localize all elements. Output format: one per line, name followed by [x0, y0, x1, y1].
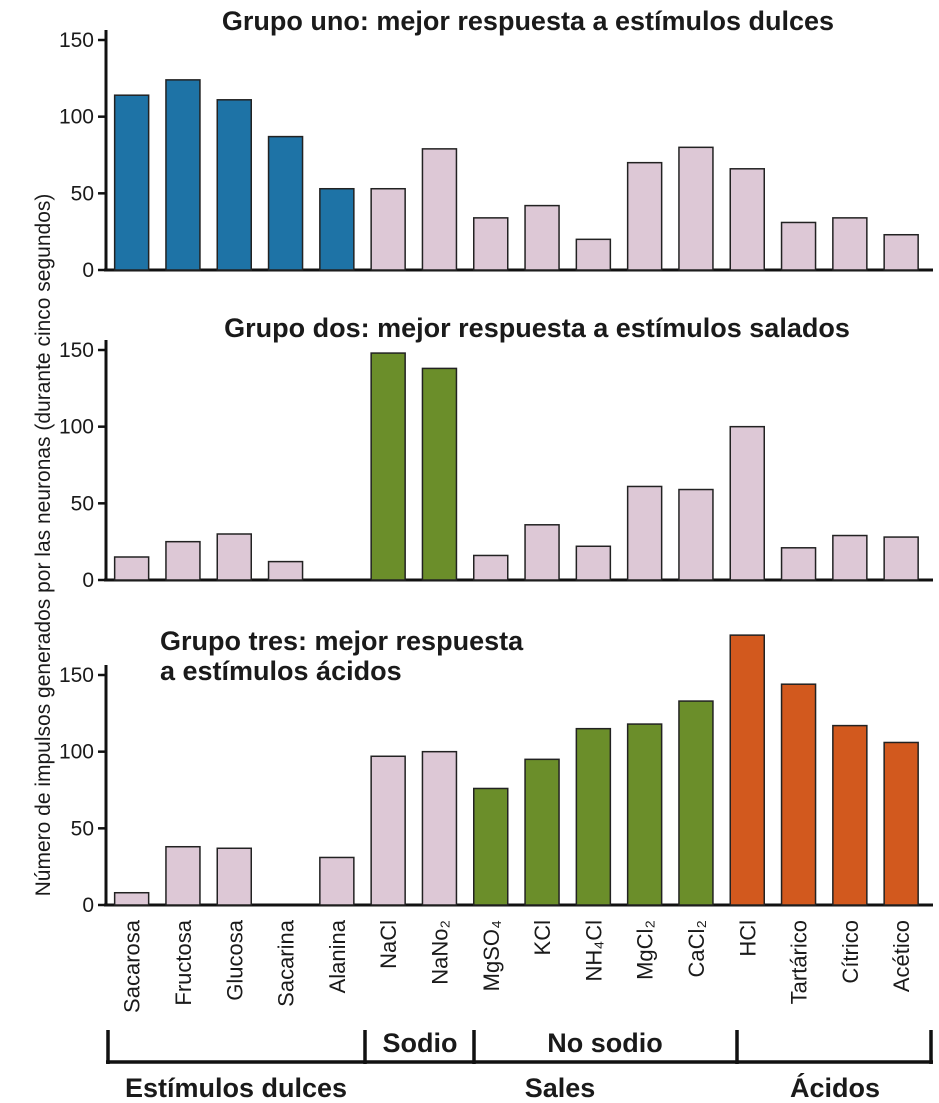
category-label: Sacarina: [274, 919, 299, 1007]
bar: [780, 683, 817, 906]
bar: [421, 367, 458, 581]
bar: [626, 485, 663, 581]
bar: [216, 99, 252, 271]
bar: [575, 545, 612, 581]
y-tick-label: 0: [82, 569, 94, 592]
bar: [832, 724, 868, 906]
bar: [575, 238, 612, 271]
bar: [319, 187, 355, 271]
category-label: Cítrico: [838, 920, 863, 984]
category-label: CaCl₂: [684, 920, 709, 977]
y-axis-label: Número de impulsos generados por las neu…: [32, 194, 55, 897]
bar: [421, 148, 458, 271]
bar: [113, 556, 150, 581]
category-label: Tartárico: [787, 920, 812, 1004]
y-tick-label: 100: [59, 416, 94, 439]
bar: [524, 758, 560, 906]
supergroup-label: Sales: [525, 1073, 596, 1103]
bar: [113, 891, 150, 906]
bar: [678, 488, 714, 581]
category-label: KCl: [530, 920, 555, 955]
bar: [165, 79, 201, 271]
bar: [165, 540, 201, 581]
y-tick-label: 0: [82, 894, 94, 917]
bar: [113, 94, 150, 271]
bar: [524, 204, 560, 271]
bar: [319, 856, 355, 906]
bar: [370, 352, 406, 581]
y-tick-label: 150: [59, 664, 94, 687]
y-tick-label: 50: [71, 182, 94, 205]
bar: [370, 755, 406, 906]
bar: [832, 534, 868, 581]
bar: [678, 700, 714, 906]
y-tick-label: 100: [59, 741, 94, 764]
bar: [524, 524, 560, 581]
y-tick-label: 150: [59, 339, 94, 362]
supergroup-label: Estímulos dulces: [125, 1073, 347, 1103]
bar: [780, 221, 817, 271]
bar: [267, 560, 304, 581]
category-label: NaNo₂: [427, 920, 452, 985]
bar: [626, 723, 663, 906]
bar: [626, 161, 663, 271]
y-tick-label: 0: [82, 259, 94, 282]
category-label: MgSO₄: [479, 920, 504, 991]
bar: [575, 727, 612, 906]
bar: [832, 217, 868, 271]
bar: [216, 847, 252, 906]
category-label: MgCl₂: [633, 920, 658, 980]
category-label: Fructosa: [171, 919, 196, 1005]
category-label: NaCl: [376, 920, 401, 969]
y-tick-label: 50: [71, 817, 94, 840]
group-label-sodio: Sodio: [383, 1028, 458, 1058]
bar: [729, 634, 765, 906]
bar: [678, 146, 714, 271]
bar: [370, 187, 406, 271]
y-tick-label: 100: [59, 106, 94, 129]
category-label: Sacarosa: [120, 919, 145, 1013]
category-label: HCl: [735, 920, 760, 957]
bar: [473, 554, 509, 581]
category-label: Acético: [889, 920, 914, 992]
supergroup-label: Ácidos: [790, 1072, 880, 1103]
bar: [729, 168, 765, 271]
bar: [473, 217, 509, 271]
bar: [473, 787, 509, 906]
bar: [780, 547, 817, 581]
bar: [165, 845, 201, 906]
y-tick-label: 50: [71, 492, 94, 515]
category-label: Glucosa: [222, 919, 247, 1000]
panel-title: Grupo tres: mejor respuesta: [160, 626, 524, 656]
panel-title: Grupo uno: mejor respuesta a estímulos d…: [222, 6, 834, 36]
category-label: Alanina: [325, 919, 350, 993]
bar: [883, 741, 919, 906]
group-label-no-sodio: No sodio: [547, 1028, 663, 1058]
bar: [729, 425, 765, 581]
panel-title: Grupo dos: mejor respuesta a estímulos s…: [224, 313, 850, 343]
bar: [216, 533, 252, 581]
bar: [421, 750, 458, 906]
y-tick-label: 150: [59, 29, 94, 52]
bar: [883, 233, 919, 271]
bar: [883, 536, 919, 581]
bar: [267, 135, 304, 271]
panel-title: a estímulos ácidos: [160, 656, 402, 686]
category-label: NH₄Cl: [581, 920, 606, 982]
